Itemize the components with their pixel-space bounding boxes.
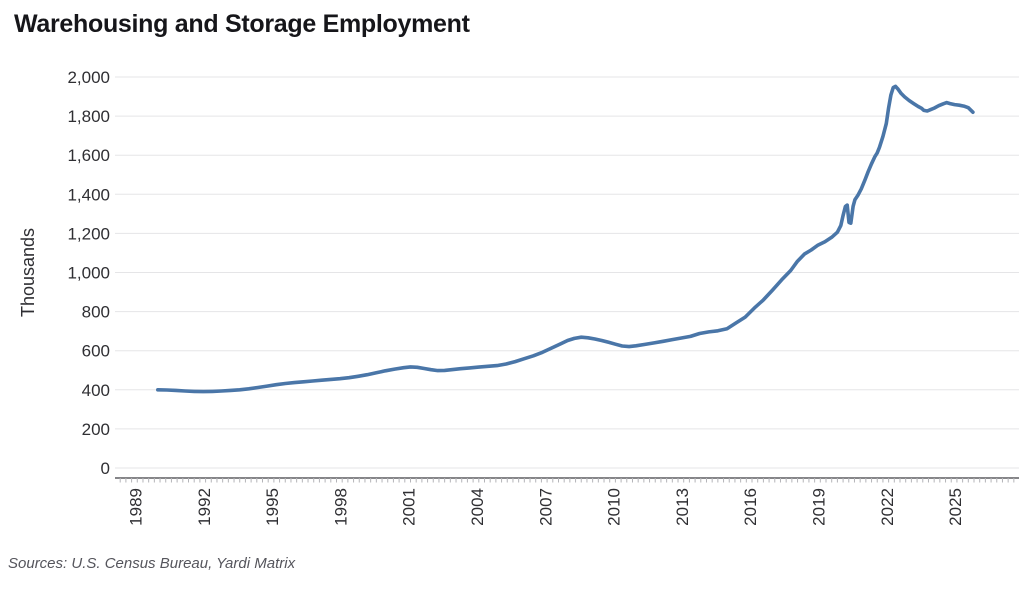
y-axis-tick-label: 200 (82, 420, 110, 439)
y-axis-tick-label: 0 (101, 459, 110, 478)
y-axis-tick-label: 400 (82, 381, 110, 400)
x-axis-tick-label: 1998 (331, 488, 350, 526)
x-axis-tick-label: 2016 (741, 488, 760, 526)
x-axis-tick-label: 2010 (605, 488, 624, 526)
y-axis-title: Thousands (18, 228, 38, 317)
x-axis-tick-label: 2007 (536, 488, 555, 526)
y-axis-tick-label: 1,000 (67, 264, 110, 283)
y-axis-tick-label: 1,600 (67, 146, 110, 165)
employment-line (156, 84, 975, 394)
x-axis-tick-label: 2019 (810, 488, 829, 526)
x-axis-tick-label: 1995 (263, 488, 282, 526)
x-axis-tick-label: 2025 (946, 488, 965, 526)
y-axis-tick-label: 1,800 (67, 107, 110, 126)
x-axis-tick-label: 2013 (673, 488, 692, 526)
y-axis-tick-label: 1,200 (67, 224, 110, 243)
y-axis-tick-label: 1,400 (67, 185, 110, 204)
x-axis-tick-label: 2001 (400, 488, 419, 526)
source-note: Sources: U.S. Census Bureau, Yardi Matri… (8, 555, 296, 572)
x-axis-tick-label: 2004 (468, 488, 487, 526)
y-axis-tick-label: 800 (82, 303, 110, 322)
x-axis-tick-label: 1992 (195, 488, 214, 526)
y-axis-tick-label: 2,000 (67, 68, 110, 87)
x-axis-tick-label: 1989 (127, 488, 146, 526)
y-axis-tick-label: 600 (82, 342, 110, 361)
chart-title: Warehousing and Storage Employment (14, 10, 470, 38)
x-axis-tick-label: 2022 (878, 488, 897, 526)
